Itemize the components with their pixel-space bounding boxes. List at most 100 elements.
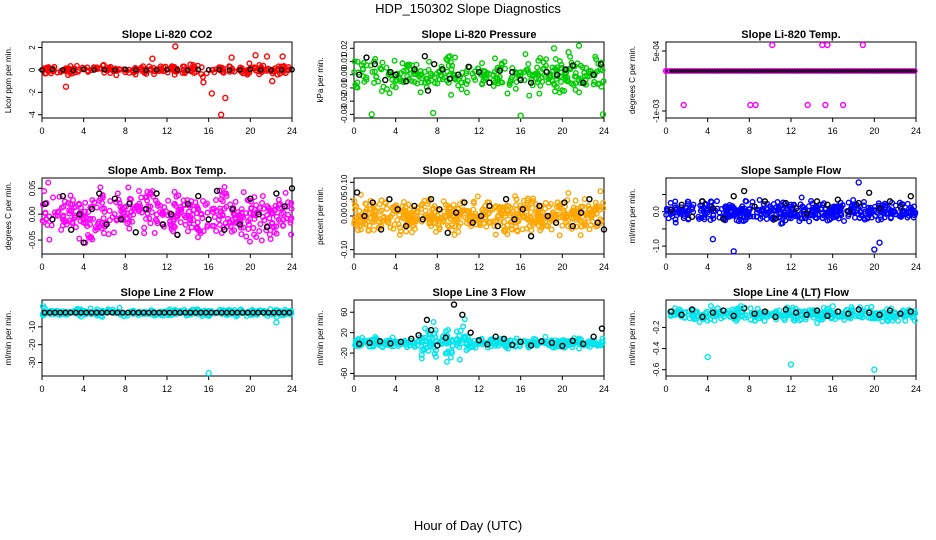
hourly-point bbox=[813, 307, 821, 314]
data-point bbox=[265, 205, 272, 212]
data-point bbox=[551, 88, 558, 95]
data-point bbox=[151, 71, 158, 78]
outlier-point bbox=[855, 179, 862, 186]
data-point bbox=[456, 356, 463, 363]
data-point bbox=[370, 226, 377, 233]
hourly-point bbox=[122, 66, 129, 73]
data-point bbox=[878, 216, 885, 223]
data-point bbox=[143, 193, 150, 200]
hourly-point bbox=[436, 206, 443, 213]
hourly-point bbox=[538, 338, 545, 345]
data-point bbox=[558, 78, 565, 85]
data-point bbox=[199, 198, 206, 205]
data-point bbox=[417, 89, 424, 96]
data-point bbox=[285, 199, 292, 206]
data-point bbox=[798, 316, 805, 323]
data-point bbox=[449, 222, 456, 229]
data-point bbox=[443, 340, 450, 347]
hourly-point bbox=[195, 192, 202, 200]
outlier-point bbox=[39, 303, 47, 310]
data-point bbox=[577, 232, 584, 239]
data-point bbox=[215, 216, 222, 223]
data-point bbox=[422, 207, 429, 214]
panel-title: Slope Sample Flow bbox=[741, 165, 842, 177]
data-point bbox=[867, 208, 874, 215]
data-point bbox=[703, 308, 710, 315]
data-point bbox=[594, 205, 601, 212]
data-point bbox=[542, 199, 549, 206]
data-point bbox=[396, 76, 403, 83]
outlier-point bbox=[205, 370, 212, 377]
data-point bbox=[370, 343, 377, 350]
data-point bbox=[288, 200, 295, 207]
data-point bbox=[451, 231, 458, 238]
x-tick-label: 12 bbox=[162, 126, 172, 136]
data-point bbox=[216, 187, 223, 194]
data-point bbox=[911, 67, 918, 74]
y-tick-label: 0.00 bbox=[340, 66, 349, 82]
x-tick-label: 4 bbox=[81, 126, 86, 136]
data-point bbox=[535, 222, 542, 229]
data-point bbox=[522, 51, 529, 58]
data-point bbox=[509, 65, 516, 72]
data-point bbox=[884, 318, 891, 325]
data-point bbox=[409, 223, 416, 230]
data-point bbox=[845, 314, 852, 321]
data-point bbox=[159, 208, 166, 215]
y-tick-label: 0.01 bbox=[340, 53, 349, 69]
data-point bbox=[513, 202, 520, 209]
hourly-point bbox=[369, 199, 376, 206]
data-point bbox=[699, 202, 706, 209]
data-point bbox=[477, 219, 484, 226]
data-point bbox=[599, 335, 606, 342]
data-point bbox=[465, 209, 472, 216]
data-point bbox=[243, 233, 250, 240]
data-point bbox=[238, 231, 245, 238]
hourly-point bbox=[39, 67, 45, 73]
hourly-point bbox=[49, 216, 56, 223]
data-point bbox=[581, 222, 588, 229]
hourly-point bbox=[67, 226, 75, 233]
data-point bbox=[405, 339, 412, 346]
data-point bbox=[190, 217, 197, 224]
data-point bbox=[403, 228, 410, 235]
data-point bbox=[444, 57, 451, 64]
data-point bbox=[589, 218, 596, 225]
data-point bbox=[430, 318, 437, 325]
data-point bbox=[378, 223, 385, 230]
data-point bbox=[858, 209, 865, 216]
data-point bbox=[363, 62, 370, 69]
data-point bbox=[675, 310, 682, 317]
hourly-point bbox=[543, 68, 550, 76]
data-point bbox=[500, 207, 507, 214]
x-tick-label: 16 bbox=[828, 384, 838, 394]
outlier-point bbox=[279, 53, 286, 60]
x-tick-label: 24 bbox=[599, 262, 609, 272]
hourly-point bbox=[76, 210, 83, 218]
data-point bbox=[909, 67, 916, 74]
data-point bbox=[562, 203, 569, 210]
data-point bbox=[573, 73, 580, 80]
data-point bbox=[561, 215, 568, 222]
hourly-point bbox=[688, 306, 696, 313]
data-point bbox=[539, 222, 546, 229]
hourly-point bbox=[803, 311, 810, 318]
hourly-point bbox=[446, 75, 454, 82]
data-point bbox=[457, 220, 464, 227]
data-point bbox=[49, 194, 56, 201]
data-point bbox=[237, 224, 244, 231]
data-point bbox=[499, 79, 506, 86]
data-point bbox=[173, 214, 180, 221]
chart-panel-temp: Slope Li-820 Temp. 0 4 8 12 16 20 24 -1e-03 5e-04… bbox=[628, 29, 921, 136]
data-point bbox=[186, 220, 193, 227]
hourly-point bbox=[688, 213, 696, 221]
data-point bbox=[910, 214, 917, 221]
hourly-point bbox=[288, 185, 296, 192]
hourly-point bbox=[834, 196, 842, 203]
hourly-point bbox=[484, 341, 491, 348]
hourly-point bbox=[772, 313, 779, 321]
data-point bbox=[879, 318, 886, 325]
x-tick-label: 24 bbox=[911, 126, 921, 136]
hourly-point bbox=[579, 79, 587, 86]
data-point bbox=[442, 213, 449, 220]
